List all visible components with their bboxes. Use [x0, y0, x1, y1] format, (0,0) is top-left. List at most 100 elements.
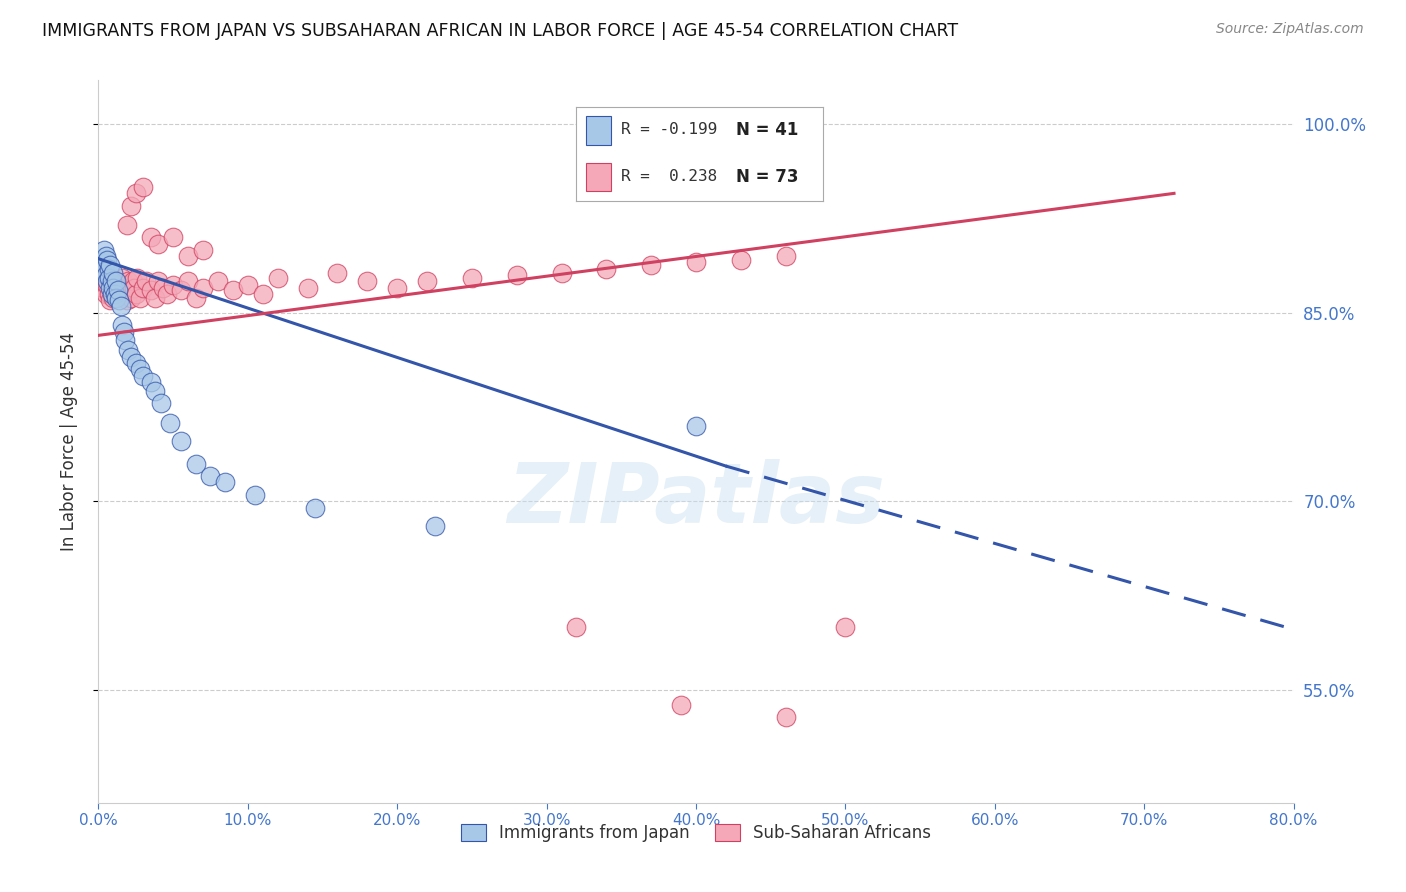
Point	[97, 261, 120, 276]
Point	[132, 280, 155, 294]
Legend: Immigrants from Japan, Sub-Saharan Africans: Immigrants from Japan, Sub-Saharan Afric…	[454, 817, 938, 848]
Point	[110, 283, 132, 297]
Point	[117, 343, 139, 358]
Point	[114, 278, 136, 293]
Point	[191, 280, 214, 294]
Point	[152, 280, 174, 294]
Point	[834, 620, 856, 634]
Point	[93, 266, 115, 280]
Point	[169, 434, 191, 448]
Point	[150, 396, 173, 410]
Point	[108, 293, 131, 308]
Point	[120, 350, 142, 364]
Point	[101, 274, 124, 288]
Point	[135, 274, 157, 288]
Point	[222, 283, 245, 297]
Point	[96, 278, 118, 293]
Point	[98, 258, 122, 272]
Point	[90, 255, 112, 269]
Point	[97, 270, 120, 285]
Point	[125, 286, 148, 301]
Point	[129, 291, 152, 305]
Point	[96, 252, 118, 267]
Point	[120, 199, 142, 213]
Point	[97, 286, 120, 301]
Point	[669, 698, 692, 712]
Text: R =  0.238: R = 0.238	[620, 169, 717, 185]
Point	[96, 274, 118, 288]
Point	[506, 268, 529, 282]
Point	[114, 334, 136, 348]
Point	[94, 249, 117, 263]
Text: R = -0.199: R = -0.199	[620, 122, 717, 137]
Point	[148, 236, 170, 251]
Point	[127, 270, 149, 285]
Point	[461, 270, 484, 285]
Point	[304, 500, 326, 515]
Point	[191, 243, 214, 257]
Point	[143, 291, 166, 305]
Text: IMMIGRANTS FROM JAPAN VS SUBSAHARAN AFRICAN IN LABOR FORCE | AGE 45-54 CORRELATI: IMMIGRANTS FROM JAPAN VS SUBSAHARAN AFRI…	[42, 22, 959, 40]
Point	[107, 286, 129, 301]
Point	[326, 266, 349, 280]
Point	[103, 270, 125, 285]
Point	[98, 293, 122, 308]
Point	[124, 280, 146, 294]
Text: N = 73: N = 73	[737, 168, 799, 186]
Point	[97, 268, 120, 282]
Point	[139, 375, 162, 389]
Point	[125, 186, 148, 201]
Point	[107, 283, 129, 297]
Point	[91, 261, 114, 276]
Point	[112, 286, 135, 301]
Point	[117, 274, 139, 288]
Point	[112, 325, 135, 339]
Point	[200, 469, 222, 483]
Point	[356, 274, 378, 288]
Point	[245, 488, 267, 502]
Point	[104, 280, 127, 294]
Point	[94, 268, 117, 282]
Point	[101, 278, 124, 293]
Point	[236, 278, 259, 293]
Point	[101, 286, 124, 301]
Point	[90, 274, 112, 288]
Point	[640, 258, 662, 272]
Point	[252, 286, 274, 301]
Point	[730, 252, 752, 267]
Point	[103, 266, 125, 280]
Point	[162, 278, 184, 293]
Text: N = 41: N = 41	[737, 121, 799, 139]
Point	[169, 283, 191, 297]
Point	[129, 362, 152, 376]
Point	[177, 249, 200, 263]
Point	[162, 230, 184, 244]
Point	[132, 368, 155, 383]
Point	[139, 283, 162, 297]
Point	[423, 519, 446, 533]
Point	[416, 274, 439, 288]
Point	[139, 230, 162, 244]
Point	[214, 475, 236, 490]
Point	[105, 274, 128, 288]
Point	[118, 283, 141, 297]
Point	[125, 356, 148, 370]
Point	[595, 261, 617, 276]
Point	[105, 274, 128, 288]
Point	[103, 291, 125, 305]
Text: Source: ZipAtlas.com: Source: ZipAtlas.com	[1216, 22, 1364, 37]
Point	[156, 286, 179, 301]
Point	[93, 243, 115, 257]
Point	[685, 255, 707, 269]
Point	[685, 418, 707, 433]
Bar	[586, 163, 610, 191]
Point	[120, 291, 142, 305]
Point	[775, 249, 797, 263]
Text: ZIPatlas: ZIPatlas	[508, 458, 884, 540]
Point	[148, 274, 170, 288]
Point	[91, 280, 114, 294]
Point	[159, 417, 181, 431]
Point	[177, 274, 200, 288]
Point	[143, 384, 166, 398]
Y-axis label: In Labor Force | Age 45-54: In Labor Force | Age 45-54	[59, 332, 77, 551]
